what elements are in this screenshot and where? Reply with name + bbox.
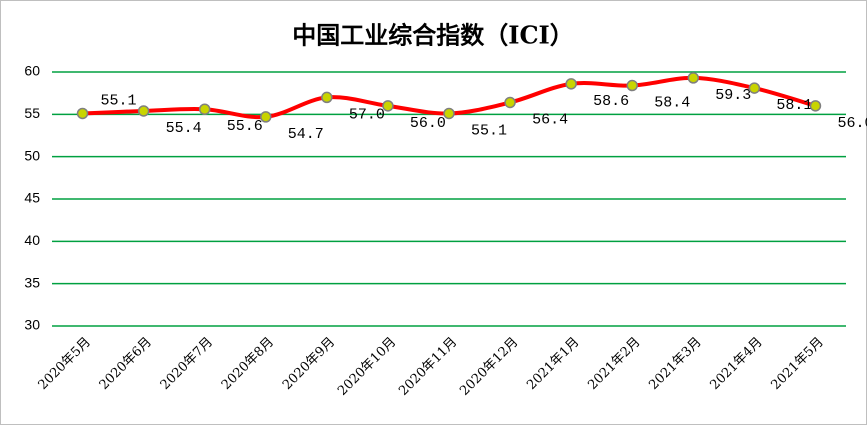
y-tick-label: 50 xyxy=(24,147,40,163)
value-label: 55.1 xyxy=(101,92,137,109)
marker xyxy=(626,79,638,92)
y-tick-label: 60 xyxy=(24,63,40,79)
marker xyxy=(198,103,211,116)
value-label: 58.4 xyxy=(654,95,690,112)
y-tick-label: 30 xyxy=(24,317,40,333)
y-tick-label: 35 xyxy=(24,274,40,290)
value-label: 55.4 xyxy=(166,120,202,137)
value-label: 56.4 xyxy=(532,111,568,128)
marker xyxy=(565,78,577,90)
marker xyxy=(443,107,455,120)
y-tick-label: 55 xyxy=(24,105,40,121)
value-label: 55.1 xyxy=(471,122,507,139)
value-label: 57.0 xyxy=(349,106,385,123)
marker xyxy=(321,91,333,104)
y-tick-label: 45 xyxy=(24,190,40,206)
y-tick-label: 40 xyxy=(24,232,40,248)
marker xyxy=(809,100,822,112)
value-label: 59.3 xyxy=(715,87,751,104)
marker xyxy=(76,107,89,120)
value-label: 54.7 xyxy=(288,126,324,143)
marker xyxy=(137,105,150,117)
marker xyxy=(504,96,516,109)
value-label: 58.6 xyxy=(593,93,629,110)
marker xyxy=(260,111,272,123)
value-label: 58.1 xyxy=(776,97,812,114)
value-label: 56.0 xyxy=(410,115,446,132)
marker xyxy=(382,100,394,112)
marker xyxy=(687,72,700,84)
value-label: 56.0 xyxy=(837,115,867,132)
marker xyxy=(748,82,761,94)
value-label: 55.6 xyxy=(227,118,263,135)
chart-title: 中国工业综合指数（ICI） xyxy=(292,21,574,50)
